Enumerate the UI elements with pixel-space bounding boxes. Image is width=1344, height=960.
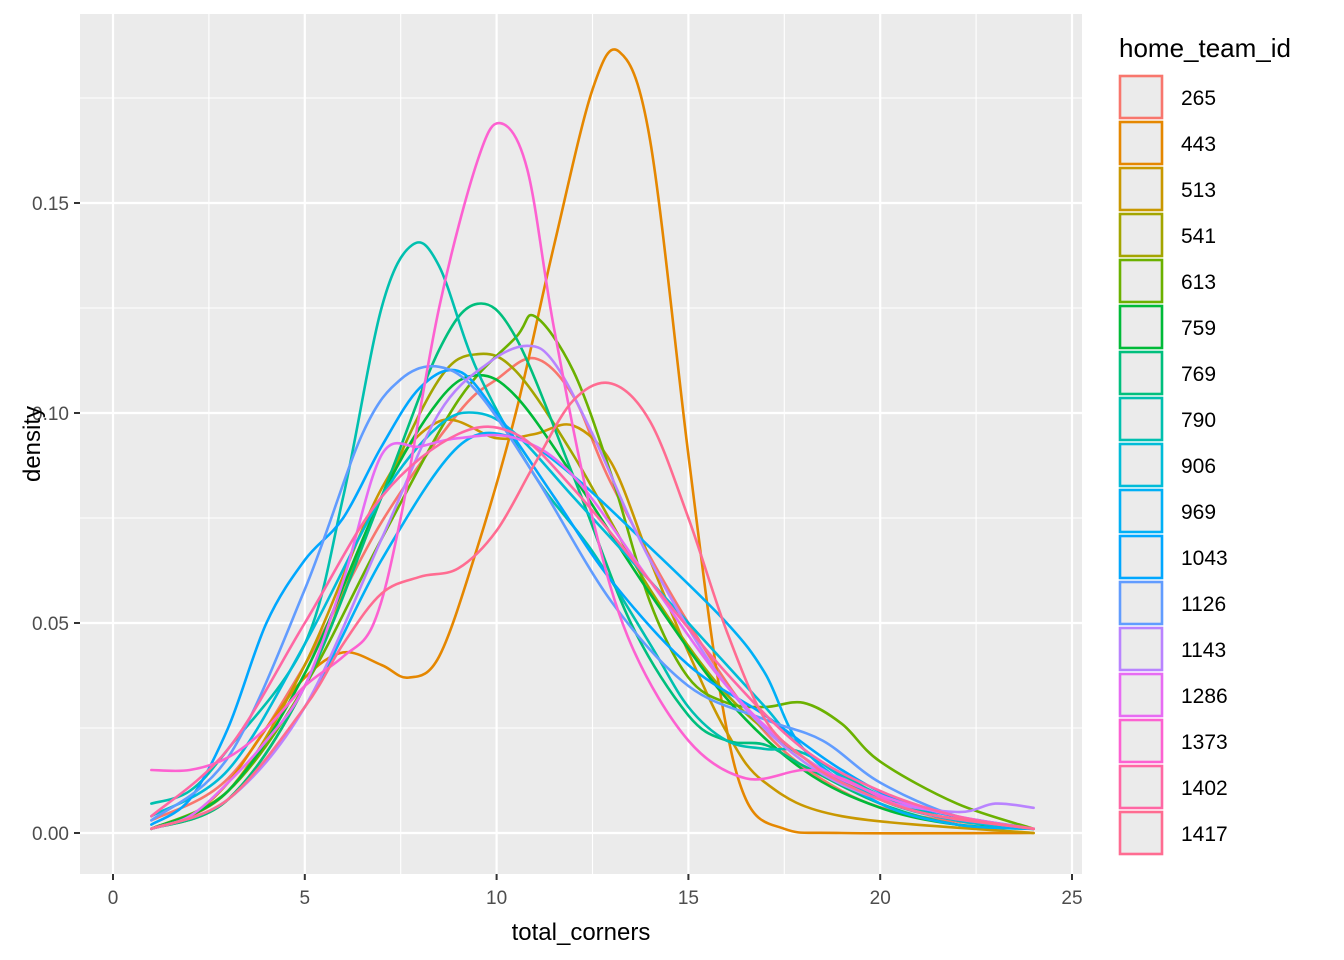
legend-label-1417: 1417 [1181,823,1228,846]
y-tick-label: 0.00 [32,824,69,845]
legend-label-443: 443 [1181,133,1216,156]
density-curve-906 [150,411,1035,831]
x-tick-label: 20 [870,888,891,909]
y-tick-label: 0.15 [32,194,69,215]
density-curve-1373 [150,121,1035,831]
legend-key-613 [1118,258,1164,304]
legend-label-769: 769 [1181,363,1216,386]
legend-label-1043: 1043 [1181,547,1228,570]
density-curve-1402 [150,425,1035,831]
legend-label-1286: 1286 [1181,685,1228,708]
y-tick-label: 0.10 [32,404,69,425]
y-axis-title: density [19,406,46,482]
legend-key-443 [1118,120,1164,166]
legend-label-790: 790 [1181,409,1216,432]
legend-label-1373: 1373 [1181,731,1228,754]
legend-label-613: 613 [1181,271,1216,294]
x-tick-label: 15 [678,888,699,909]
x-tick-label: 0 [108,888,119,909]
density-curves [150,48,1035,835]
legend-key-1373 [1118,718,1164,764]
legend-key-1126 [1118,580,1164,626]
x-axis-title: total_corners [512,919,651,946]
legend-label-541: 541 [1181,225,1216,248]
legend-label-1126: 1126 [1181,593,1226,616]
legend-label-969: 969 [1181,501,1216,524]
legend-label-265: 265 [1181,87,1216,110]
x-tick-label: 10 [486,888,507,909]
y-tick-label: 0.05 [32,614,69,635]
legend-key-769 [1118,350,1164,396]
legend-key-513 [1118,166,1164,212]
legend-label-1143: 1143 [1181,639,1226,662]
legend-label-906: 906 [1181,455,1216,478]
legend-key-541 [1118,212,1164,258]
legend-key-906 [1118,442,1164,488]
legend-key-759 [1118,304,1164,350]
legend-key-1043 [1118,534,1164,580]
legend-key-1143 [1118,626,1164,672]
density-curve-759 [150,373,1035,831]
legend-key-1286 [1118,672,1164,718]
density-curve-1043 [150,368,1035,831]
legend-key-790 [1118,396,1164,442]
x-axis-ticks: 0 5 10 15 20 25 [108,874,1083,909]
legend-title: home_team_id [1119,33,1291,63]
plot-panel [80,14,1082,874]
legend-key-1402 [1118,764,1164,810]
legend-key-265 [1118,74,1164,120]
x-tick-label: 5 [300,888,311,909]
legend-key-969 [1118,488,1164,534]
density-curve-1286 [150,433,1035,831]
x-tick-label: 25 [1061,888,1082,909]
density-curve-1417 [150,381,1035,831]
y-axis-ticks: 0.00 0.05 0.10 0.15 [32,194,80,845]
legend-label-513: 513 [1181,179,1216,202]
legend: home_team_id 265 443 513 541 613 759 769 790 906… [1118,33,1291,856]
legend-label-1402: 1402 [1181,777,1228,800]
legend-label-759: 759 [1181,317,1216,340]
legend-key-1417 [1118,810,1164,856]
density-curve-443 [150,48,1035,835]
density-curve-1126 [150,364,1035,831]
